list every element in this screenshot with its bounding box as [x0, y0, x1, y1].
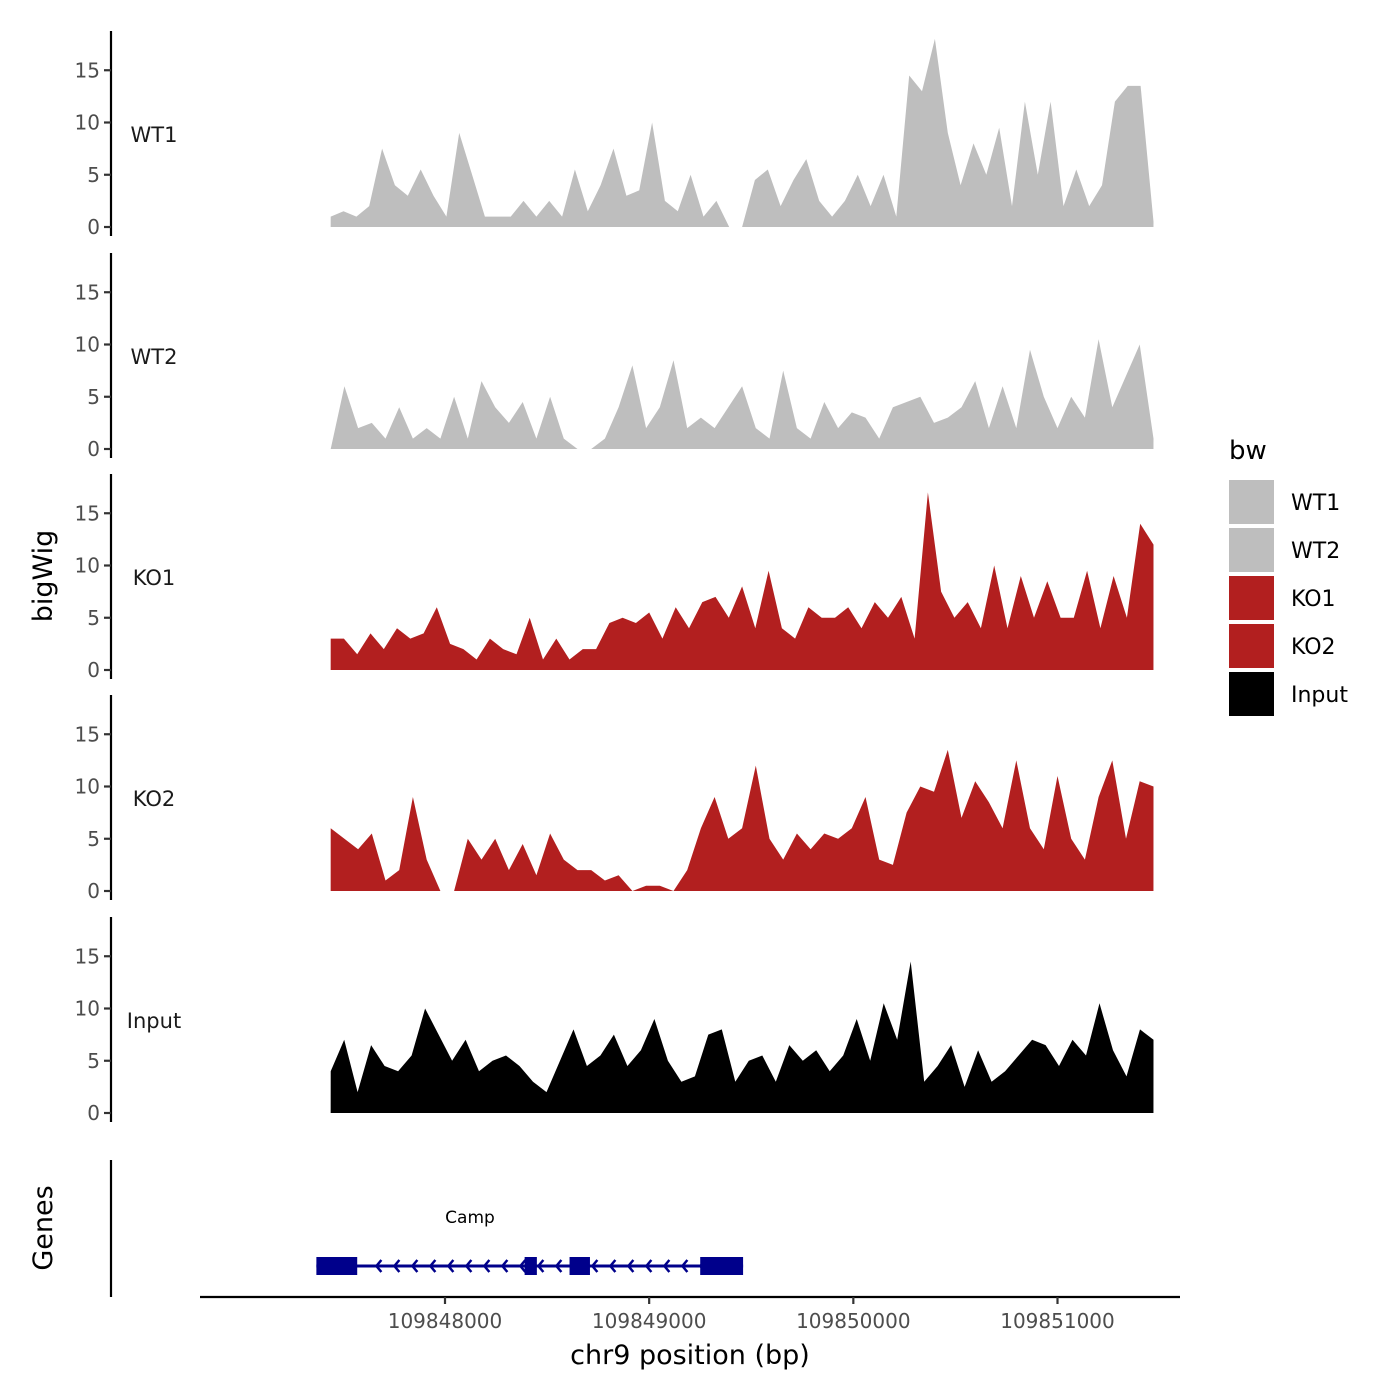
- strand-arrow: [482, 1259, 491, 1273]
- track-label: Input: [127, 1009, 181, 1033]
- y-tick-label: 5: [87, 163, 100, 187]
- track-ko2: 0 5 10 15 KO2: [75, 695, 1154, 903]
- strand-arrow: [536, 1259, 545, 1273]
- strand-arrow: [662, 1259, 671, 1273]
- legend-swatch-ko2: [1229, 624, 1274, 668]
- legend-label: KO1: [1291, 587, 1336, 612]
- y-tick-label: 0: [87, 879, 100, 903]
- y-tick-label: 5: [87, 606, 100, 630]
- signal-area-wt2: [330, 339, 1154, 449]
- y-tick-label: 10: [75, 997, 100, 1021]
- y-tick-label: 15: [75, 501, 100, 525]
- signal-area-ko2: [330, 749, 1154, 891]
- x-tick-label: 109849000: [592, 1309, 707, 1333]
- y-tick-label: 15: [75, 58, 100, 82]
- strand-arrow: [626, 1259, 635, 1273]
- legend-label: WT2: [1291, 539, 1340, 564]
- track-label: KO2: [133, 787, 176, 811]
- y-tick-label: 10: [75, 554, 100, 578]
- legend-label: KO2: [1291, 635, 1336, 660]
- x-axis-title: chr9 position (bp): [570, 1340, 810, 1371]
- strand-arrow: [446, 1259, 455, 1273]
- y-axis-title: bigWig: [28, 530, 59, 623]
- gene-camp: Camp: [316, 1208, 744, 1275]
- genes-panel: Camp: [109, 1160, 744, 1297]
- y-tick-label: 5: [87, 1049, 100, 1073]
- track-label: WT2: [131, 345, 178, 369]
- signal-area-wt1: [330, 38, 1154, 228]
- strand-arrow: [374, 1259, 383, 1273]
- track-wt1: 0 5 10 15 WT1: [75, 31, 1154, 239]
- strand-arrow: [392, 1259, 401, 1273]
- strand-arrow: [464, 1259, 473, 1273]
- gene-exon: [524, 1257, 537, 1275]
- gene-exon: [700, 1257, 744, 1275]
- y-tick-label: 10: [75, 333, 100, 357]
- y-tick-label: 10: [75, 111, 100, 135]
- y-tick-label: 0: [87, 437, 100, 461]
- x-axis: 109848000 109849000 109850000 109851000: [200, 1295, 1180, 1333]
- legend-swatch-ko1: [1229, 576, 1274, 620]
- tracks: 0 5 10 15 WT1 0 5 10 15 WT2 0 5 10 15 KO1 0 5 10 15 KO2 0 5 10…: [75, 31, 1154, 1125]
- strand-arrow: [500, 1259, 509, 1273]
- y-tick-label: 10: [75, 775, 100, 799]
- signal-area-ko1: [330, 492, 1154, 670]
- track-label: KO1: [133, 566, 176, 590]
- genes-axis-title: Genes: [28, 1185, 59, 1270]
- y-tick-label: 5: [87, 827, 100, 851]
- strand-arrow: [518, 1259, 527, 1273]
- y-tick-label: 15: [75, 944, 100, 968]
- gene-label: Camp: [445, 1208, 495, 1228]
- gene-exon: [569, 1257, 590, 1275]
- strand-arrow: [608, 1259, 617, 1273]
- strand-arrow: [644, 1259, 653, 1273]
- y-tick-label: 5: [87, 385, 100, 409]
- y-tick-label: 0: [87, 658, 100, 682]
- strand-arrow: [410, 1259, 419, 1273]
- signal-area-input: [330, 961, 1154, 1113]
- x-tick-label: 109848000: [388, 1309, 503, 1333]
- y-tick-label: 15: [75, 722, 100, 746]
- x-tick-label: 109850000: [796, 1309, 911, 1333]
- legend-swatch-input: [1229, 672, 1274, 716]
- y-tick-label: 15: [75, 280, 100, 304]
- strand-arrow: [428, 1259, 437, 1273]
- legend: bw WT1 WT2 KO1 KO2 Input: [1229, 436, 1348, 716]
- y-tick-label: 0: [87, 215, 100, 239]
- track-ko1: 0 5 10 15 KO1: [75, 474, 1154, 682]
- legend-label: WT1: [1291, 491, 1340, 516]
- track-input: 0 5 10 15 Input: [75, 917, 1154, 1125]
- strand-arrow: [590, 1259, 599, 1273]
- strand-arrow: [680, 1259, 689, 1273]
- legend-swatch-wt2: [1229, 528, 1274, 572]
- strand-arrow: [554, 1259, 563, 1273]
- y-tick-label: 0: [87, 1101, 100, 1125]
- x-tick-label: 109851000: [1000, 1309, 1115, 1333]
- legend-label: Input: [1291, 683, 1348, 708]
- track-label: WT1: [131, 123, 178, 147]
- gene-exon: [316, 1257, 358, 1275]
- track-wt2: 0 5 10 15 WT2: [75, 253, 1154, 461]
- legend-title: bw: [1229, 436, 1267, 466]
- legend-swatch-wt1: [1229, 480, 1274, 524]
